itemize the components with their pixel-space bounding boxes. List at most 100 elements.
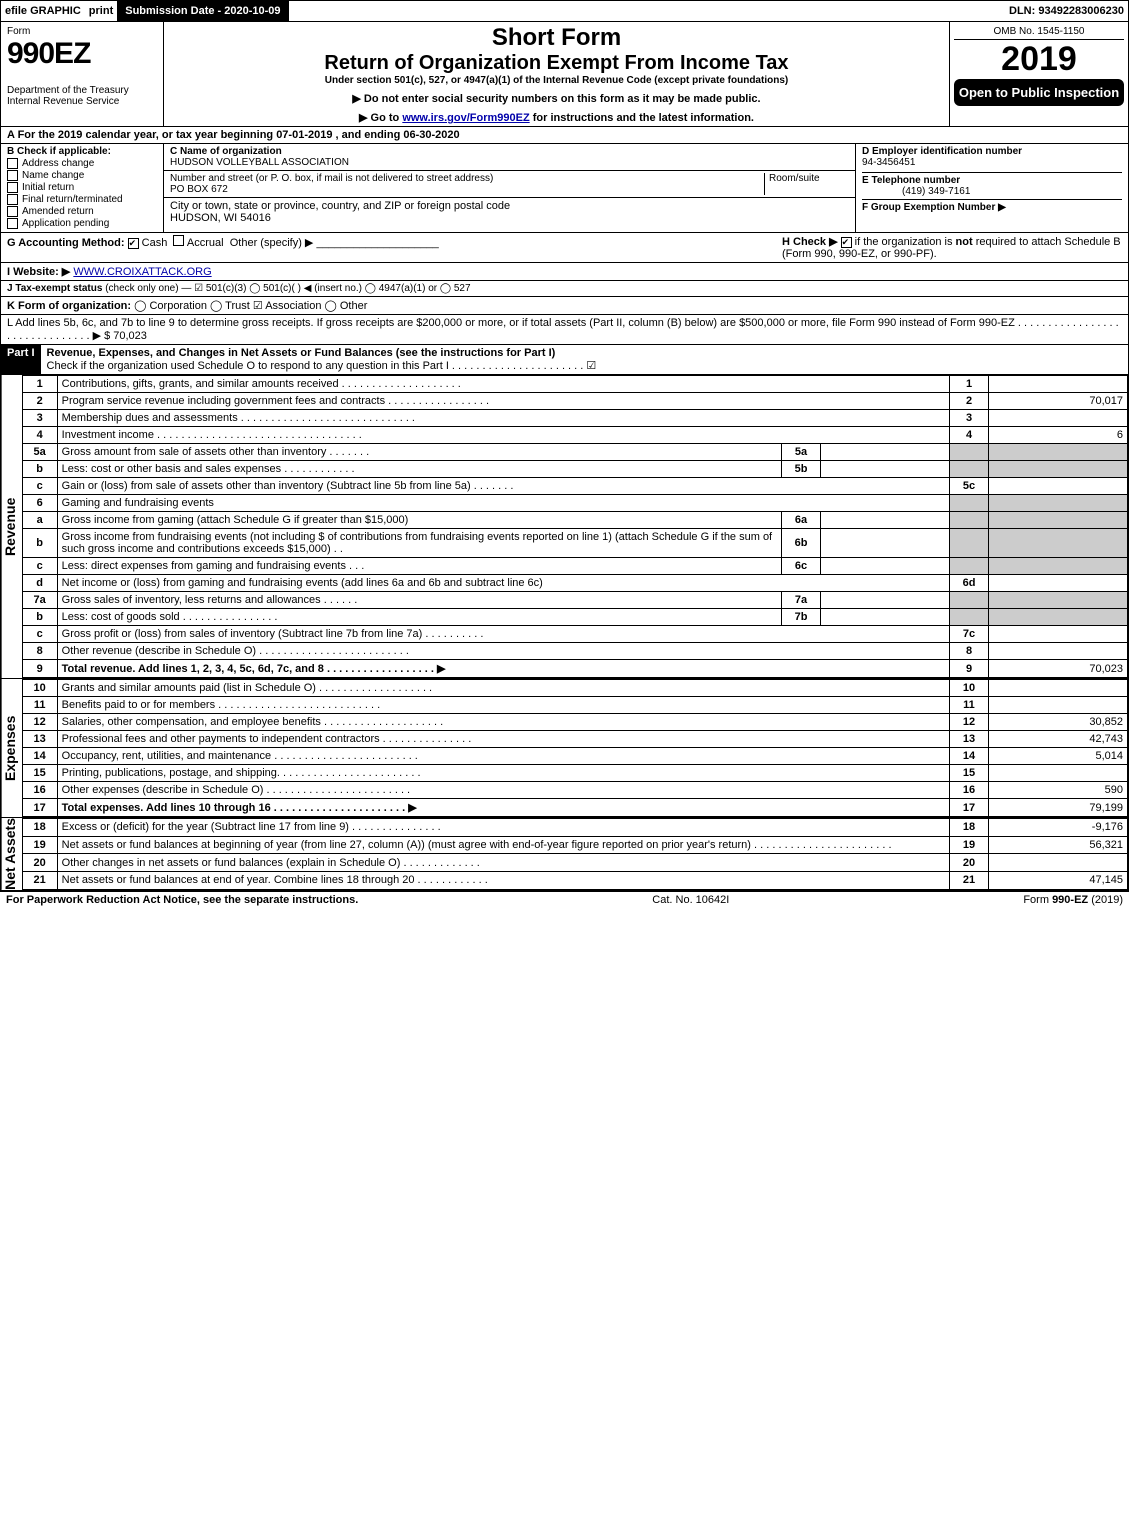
submission-date-button[interactable]: Submission Date - 2020-10-09 xyxy=(117,1,288,21)
header-right: OMB No. 1545-1150 2019 Open to Public In… xyxy=(949,22,1128,126)
row-7c: cGross profit or (loss) from sales of in… xyxy=(22,626,1127,643)
line-gh: G Accounting Method: Cash Accrual Other … xyxy=(0,233,1129,263)
tax-exempt-options: (check only one) — ☑ 501(c)(3) ◯ 501(c)(… xyxy=(105,283,470,294)
header-left: Form 990EZ Department of the Treasury In… xyxy=(1,22,164,126)
line-l: L Add lines 5b, 6c, and 7b to line 9 to … xyxy=(0,315,1129,345)
line-g: G Accounting Method: Cash Accrual Other … xyxy=(7,235,782,260)
chk-name-change[interactable]: Name change xyxy=(7,170,157,181)
header-center: Short Form Return of Organization Exempt… xyxy=(164,22,949,126)
expenses-section: Expenses 10Grants and similar amounts pa… xyxy=(0,679,1129,818)
row-5b: bLess: cost or other basis and sales exp… xyxy=(22,461,1127,478)
chk-application-pending[interactable]: Application pending xyxy=(7,218,157,229)
row-19: 19Net assets or fund balances at beginni… xyxy=(22,836,1127,854)
row-6: 6Gaming and fundraising events xyxy=(22,495,1127,512)
org-name-row: C Name of organization HUDSON VOLLEYBALL… xyxy=(164,144,855,171)
g-label: G Accounting Method: xyxy=(7,237,125,249)
row-1: 1Contributions, gifts, grants, and simil… xyxy=(22,376,1127,393)
row-10: 10Grants and similar amounts paid (list … xyxy=(22,680,1127,697)
row-6c: cLess: direct expenses from gaming and f… xyxy=(22,558,1127,575)
top-bar: efile GRAPHIC print Submission Date - 20… xyxy=(0,0,1129,22)
chk-accrual[interactable] xyxy=(173,235,184,246)
h-pre: H Check ▶ xyxy=(782,236,841,248)
title-return: Return of Organization Exempt From Incom… xyxy=(170,52,943,75)
chk-amended-return[interactable]: Amended return xyxy=(7,206,157,217)
chk-final-return[interactable]: Final return/terminated xyxy=(7,194,157,205)
note-goto-pre: ▶ Go to xyxy=(359,112,402,124)
row-13: 13Professional fees and other payments t… xyxy=(22,731,1127,748)
netassets-table: 18Excess or (deficit) for the year (Subt… xyxy=(22,818,1128,890)
row-17: 17Total expenses. Add lines 10 through 1… xyxy=(22,799,1127,817)
form-of-org-options: ◯ Corporation ◯ Trust ☑ Association ◯ Ot… xyxy=(134,300,367,312)
room-suite-label: Room/suite xyxy=(764,173,849,195)
chk-initial-return[interactable]: Initial return xyxy=(7,182,157,193)
line-i: I Website: ▶ WWW.CROIXATTACK.ORG xyxy=(0,263,1129,281)
tax-year: 2019 xyxy=(954,40,1124,79)
ein-value: 94-3456451 xyxy=(862,157,915,168)
print-link[interactable]: print xyxy=(85,5,117,17)
footer-right: Form 990-EZ (2019) xyxy=(1023,894,1123,906)
section-b-title: B Check if applicable: xyxy=(7,146,157,157)
org-city-row: City or town, state or province, country… xyxy=(164,198,855,226)
ein-label: D Employer identification number xyxy=(862,146,1022,157)
section-b: B Check if applicable: Address change Na… xyxy=(1,144,164,232)
expenses-table: 10Grants and similar amounts paid (list … xyxy=(22,679,1128,817)
footer-catno: Cat. No. 10642I xyxy=(652,894,729,906)
part1-title: Revenue, Expenses, and Changes in Net As… xyxy=(41,345,1128,374)
row-6a: aGross income from gaming (attach Schedu… xyxy=(22,512,1127,529)
row-18: 18Excess or (deficit) for the year (Subt… xyxy=(22,819,1127,837)
line-j: J Tax-exempt status (check only one) — ☑… xyxy=(0,281,1129,297)
netassets-section: Net Assets 18Excess or (deficit) for the… xyxy=(0,818,1129,891)
line-k: K Form of organization: ◯ Corporation ◯ … xyxy=(0,297,1129,315)
row-16: 16Other expenses (describe in Schedule O… xyxy=(22,782,1127,799)
row-11: 11Benefits paid to or for members . . . … xyxy=(22,697,1127,714)
part1-checkbox[interactable]: ☑ xyxy=(586,360,596,372)
footer-left: For Paperwork Reduction Act Notice, see … xyxy=(6,894,358,906)
tax-exempt-label: J Tax-exempt status xyxy=(7,283,102,294)
dept-label: Department of the Treasury xyxy=(7,85,157,96)
row-2: 2Program service revenue including gover… xyxy=(22,393,1127,410)
org-city-value: HUDSON, WI 54016 xyxy=(170,212,271,224)
org-addr-value: PO BOX 672 xyxy=(170,184,228,195)
row-14: 14Occupancy, rent, utilities, and mainte… xyxy=(22,748,1127,765)
section-def: D Employer identification number 94-3456… xyxy=(855,144,1128,232)
phone-value: (419) 349-7161 xyxy=(862,186,970,197)
revenue-section: Revenue 1Contributions, gifts, grants, a… xyxy=(0,375,1129,679)
part1-label: Part I xyxy=(1,345,41,374)
part1-check-line: Check if the organization used Schedule … xyxy=(47,360,597,372)
website-link[interactable]: WWW.CROIXATTACK.ORG xyxy=(73,266,211,278)
form-header: Form 990EZ Department of the Treasury In… xyxy=(0,22,1129,127)
row-7a: 7aGross sales of inventory, less returns… xyxy=(22,592,1127,609)
open-public-badge: Open to Public Inspection xyxy=(954,79,1124,106)
h-mid: if the organization is xyxy=(855,236,956,248)
page-footer: For Paperwork Reduction Act Notice, see … xyxy=(0,891,1129,908)
row-5c: cGain or (loss) from sale of assets othe… xyxy=(22,478,1127,495)
row-4: 4Investment income . . . . . . . . . . .… xyxy=(22,427,1127,444)
row-5a: 5aGross amount from sale of assets other… xyxy=(22,444,1127,461)
row-15: 15Printing, publications, postage, and s… xyxy=(22,765,1127,782)
section-c: C Name of organization HUDSON VOLLEYBALL… xyxy=(164,144,855,232)
org-addr-label: Number and street (or P. O. box, if mail… xyxy=(170,173,493,184)
line-h: H Check ▶ if the organization is not req… xyxy=(782,235,1122,260)
form-number: 990EZ xyxy=(7,37,157,71)
chk-schedule-b-not-required[interactable] xyxy=(841,237,852,248)
chk-address-change[interactable]: Address change xyxy=(7,158,157,169)
row-8: 8Other revenue (describe in Schedule O) … xyxy=(22,643,1127,660)
irs-link[interactable]: www.irs.gov/Form990EZ xyxy=(402,112,529,124)
revenue-table: 1Contributions, gifts, grants, and simil… xyxy=(22,375,1128,678)
row-6d: dNet income or (loss) from gaming and fu… xyxy=(22,575,1127,592)
netassets-rotated-label: Net Assets xyxy=(1,818,22,890)
chk-cash[interactable] xyxy=(128,238,139,249)
title-short: Short Form xyxy=(170,24,943,52)
row-12: 12Salaries, other compensation, and empl… xyxy=(22,714,1127,731)
expenses-rotated-label: Expenses xyxy=(1,679,22,817)
note-goto: ▶ Go to www.irs.gov/Form990EZ for instru… xyxy=(170,111,943,124)
org-name-label: C Name of organization xyxy=(170,146,282,157)
section-d: D Employer identification number 94-3456… xyxy=(862,146,1122,173)
title-subtitle: Under section 501(c), 527, or 4947(a)(1)… xyxy=(170,75,943,86)
group-exemption-label: F Group Exemption Number ▶ xyxy=(862,202,1006,213)
note-ssn: ▶ Do not enter social security numbers o… xyxy=(170,92,943,105)
website-label: I Website: ▶ xyxy=(7,266,70,278)
form-of-org-label: K Form of organization: xyxy=(7,300,131,312)
row-20: 20Other changes in net assets or fund ba… xyxy=(22,854,1127,872)
bcde-block: B Check if applicable: Address change Na… xyxy=(0,144,1129,233)
